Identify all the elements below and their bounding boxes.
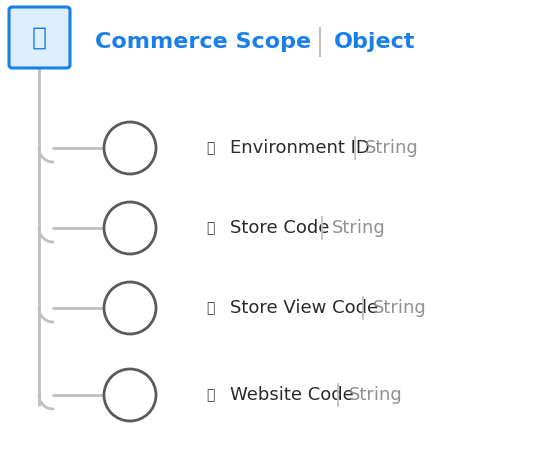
Text: Object: Object — [334, 32, 415, 52]
Circle shape — [104, 202, 156, 254]
Text: 🔒: 🔒 — [206, 221, 214, 235]
Text: Environment ID: Environment ID — [230, 139, 370, 157]
Circle shape — [104, 282, 156, 334]
Text: Store View Code: Store View Code — [230, 299, 378, 317]
Text: 🔒: 🔒 — [206, 141, 214, 155]
Text: String: String — [332, 219, 386, 237]
Text: 🔒: 🔒 — [206, 301, 214, 315]
Circle shape — [104, 122, 156, 174]
Text: String: String — [365, 139, 419, 157]
Circle shape — [104, 369, 156, 421]
Text: ⛓: ⛓ — [32, 26, 47, 50]
FancyBboxPatch shape — [9, 7, 70, 68]
Text: String: String — [373, 299, 427, 317]
Text: Website Code: Website Code — [230, 386, 354, 404]
Text: Store Code: Store Code — [230, 219, 329, 237]
Text: Commerce Scope: Commerce Scope — [95, 32, 311, 52]
Text: String: String — [349, 386, 402, 404]
Text: 🔒: 🔒 — [206, 388, 214, 402]
